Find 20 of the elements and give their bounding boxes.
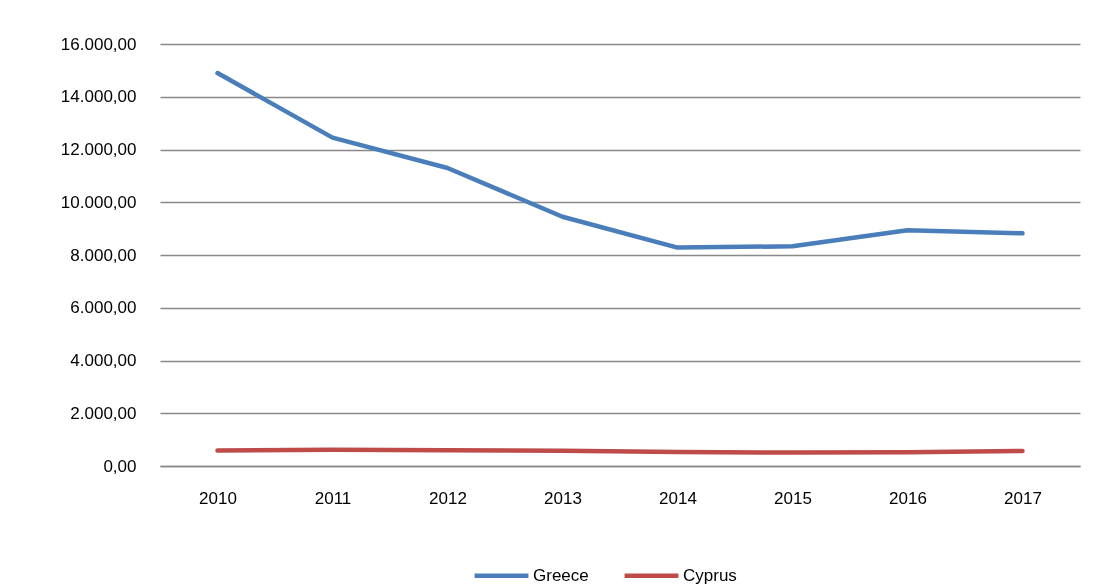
y-tick-label: 8.000,00 (70, 245, 137, 265)
x-tick-label: 2010 (199, 488, 237, 508)
x-tick-label: 2012 (429, 488, 467, 508)
y-tick-label: 4.000,00 (70, 351, 137, 370)
legend-label: Cyprus (683, 565, 737, 585)
y-tick-label: 6.000,00 (70, 298, 137, 318)
x-tick-label: 2011 (314, 488, 352, 508)
x-tick-label: 2016 (889, 488, 927, 508)
x-tick-label: 2017 (1004, 488, 1042, 508)
y-tick-label: 10.000,00 (60, 192, 137, 212)
y-tick-label: 16.000,00 (60, 34, 137, 54)
y-tick-label: 0,00 (103, 456, 137, 476)
x-tick-label: 2014 (659, 488, 697, 508)
legend-label: Greece (533, 565, 589, 585)
x-tick-label: 2015 (774, 488, 812, 508)
y-tick-label: 2.000,00 (70, 403, 137, 423)
x-tick-label: 2013 (544, 488, 582, 508)
line-series (215, 70, 1025, 250)
y-tick-label: 12.000,00 (60, 140, 137, 159)
y-tick-label: 14.000,00 (60, 87, 137, 107)
